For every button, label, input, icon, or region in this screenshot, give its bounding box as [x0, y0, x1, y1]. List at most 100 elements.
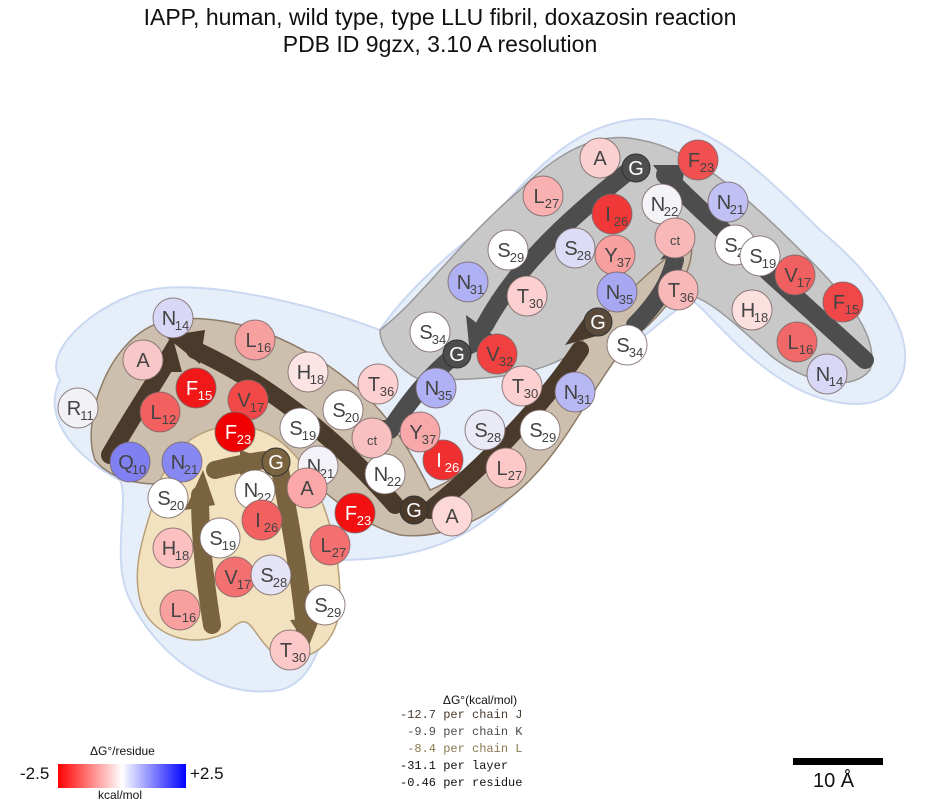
residue-number: 21 [730, 202, 744, 217]
residue-circle [677, 139, 719, 181]
chain-l-arrowhead-3 [290, 618, 320, 648]
residue-k-i26: I 26 [591, 193, 633, 235]
residue-circle [334, 492, 376, 534]
residue-letter: H [741, 300, 755, 322]
residue-letter: S [260, 565, 273, 587]
scale-bar [793, 758, 883, 765]
residue-circle [199, 517, 241, 559]
residue-j-s19: S 19 [279, 407, 321, 449]
residue-letter: N [651, 194, 665, 216]
residue-j-n22: N22 [364, 453, 406, 495]
residue-number: 29 [510, 250, 524, 265]
residue-letter: N [564, 382, 578, 404]
residue-letter: S [289, 418, 302, 440]
residue-k-n21: N21 [707, 181, 749, 223]
residue-number: 17 [250, 400, 264, 415]
residue-letter: L [170, 600, 181, 622]
residue-number: 15 [845, 302, 859, 317]
residue-circle [57, 387, 99, 429]
residue-number: 36 [680, 290, 694, 305]
residue-circle [739, 235, 781, 277]
residue-letter: ct [670, 233, 681, 248]
residue-k-a: A [579, 137, 621, 179]
residue-letter: N [816, 364, 830, 386]
residue-k-t30: T 30 [506, 275, 548, 317]
residue-circle [399, 495, 429, 525]
residue-letter: L [320, 535, 331, 557]
residue-letter: N [717, 192, 731, 214]
residue-letter: A [300, 478, 314, 500]
residue-j-g: G [583, 307, 613, 337]
residue-letter: F [345, 503, 357, 525]
residue-l-n21: N21 [161, 441, 203, 483]
residue-number: 31 [577, 392, 591, 407]
residue-j-f23: F 23 [334, 492, 376, 534]
residue-letter: S [474, 420, 487, 442]
residue-circle [657, 269, 699, 311]
chain-l-arrowhead-1 [185, 470, 215, 510]
residue-k-n14: N14 [806, 353, 848, 395]
residue-circle [309, 524, 351, 566]
title-line-1: IAPP, human, wild type, type LLU fibril,… [143, 4, 737, 30]
residue-letter: S [616, 335, 629, 357]
residue-letter: S [497, 240, 510, 262]
residue-circle [774, 254, 816, 296]
residue-l-s29: S 29 [304, 584, 346, 626]
residue-k-s19: S 19 [739, 235, 781, 277]
figure-title: IAPP, human, wild type, type LLU fibril,… [0, 4, 880, 58]
energy-header: ΔG°(kcal/mol) [442, 693, 518, 707]
residue-letter: H [162, 538, 176, 560]
residue-letter: G [590, 312, 606, 334]
residue-letter: S [529, 420, 542, 442]
residue-number: 28 [487, 430, 501, 445]
residue-circle [519, 409, 561, 451]
energy-row-residue: -0.46 per residue [400, 776, 523, 790]
residue-letter: F [186, 378, 198, 400]
residue-circle [501, 365, 543, 407]
residue-l-h18: H18 [152, 527, 194, 569]
residue-number: 26 [445, 460, 459, 475]
residue-circle [214, 411, 256, 453]
residue-number: 23 [700, 160, 714, 175]
residue-l-t30: T 30 [269, 629, 311, 671]
residue-number: 21 [184, 462, 198, 477]
residue-j-s34: S 34 [606, 324, 648, 366]
residue-l-f23: F 23 [214, 411, 256, 453]
residue-circle [464, 409, 506, 451]
residue-l-l16: L 16 [159, 589, 201, 631]
residue-letter: N [244, 480, 258, 502]
residue-number: 36 [380, 384, 394, 399]
residue-j-g: G [399, 495, 429, 525]
residue-circle [399, 411, 441, 453]
residue-number: 19 [302, 428, 316, 443]
residue-number: 27 [332, 545, 346, 560]
residue-letter: L [533, 186, 544, 208]
residue-j-l12: L 12 [139, 391, 181, 433]
residue-number: 20 [345, 410, 359, 425]
residue-number: 30 [292, 650, 306, 665]
residue-j-l16: L 16 [234, 319, 276, 361]
residue-letter: G [268, 452, 284, 474]
residue-k-n31: N31 [447, 261, 489, 303]
chain-l-strand-1 [191, 486, 221, 634]
residue-number: 28 [577, 248, 591, 263]
residue-circle [279, 407, 321, 449]
residue-circle [596, 271, 638, 313]
residue-letter: N [374, 464, 388, 486]
residue-number: 22 [387, 474, 401, 489]
residue-number: 28 [273, 575, 287, 590]
residue-circle [304, 584, 346, 626]
residue-k-f23: F 23 [677, 139, 719, 181]
residue-circle [152, 297, 194, 339]
chain-l-strand-3 [271, 461, 314, 639]
residue-circle [731, 289, 773, 331]
residue-circle [707, 181, 749, 223]
residue-j-r11: R 11 [57, 387, 99, 429]
scale-bar-label: 10 Å [813, 770, 855, 792]
residue-j-i26: I 26 [422, 439, 464, 481]
residue-circle [431, 495, 473, 537]
legend-colorbar [58, 764, 186, 788]
residue-circle [487, 229, 529, 271]
energy-row-chain-j: -12.7 per chain J [400, 708, 523, 722]
